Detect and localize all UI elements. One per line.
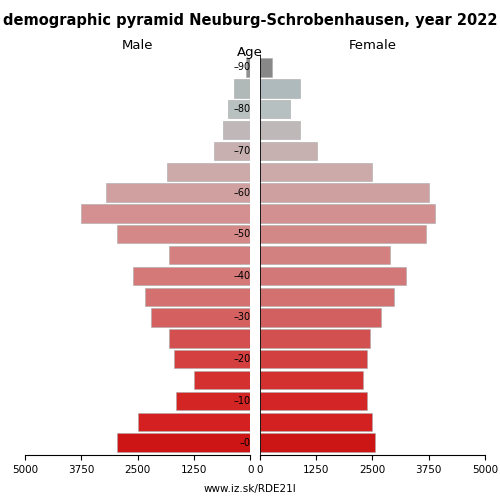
- Text: –20: –20: [233, 354, 250, 364]
- Bar: [260, 288, 394, 306]
- Text: demographic pyramid Neuburg-Schrobenhausen, year 2022: demographic pyramid Neuburg-Schrobenhaus…: [3, 12, 497, 28]
- Bar: [246, 58, 250, 76]
- Bar: [167, 162, 250, 181]
- Bar: [260, 412, 372, 431]
- Bar: [106, 184, 251, 202]
- Bar: [260, 100, 290, 118]
- Bar: [260, 266, 406, 285]
- Bar: [133, 266, 250, 285]
- Bar: [214, 142, 250, 160]
- Text: –60: –60: [234, 188, 250, 198]
- Bar: [260, 204, 436, 223]
- Bar: [260, 58, 272, 76]
- Bar: [260, 184, 428, 202]
- Bar: [260, 392, 367, 410]
- Bar: [260, 142, 317, 160]
- Bar: [260, 371, 363, 389]
- Bar: [260, 350, 367, 368]
- Title: Female: Female: [348, 40, 397, 52]
- Text: –80: –80: [234, 104, 250, 114]
- Bar: [260, 162, 372, 181]
- Bar: [194, 371, 250, 389]
- Bar: [260, 79, 300, 98]
- Bar: [170, 329, 250, 347]
- Text: –50: –50: [233, 229, 250, 239]
- Bar: [260, 225, 426, 244]
- Bar: [118, 225, 250, 244]
- Bar: [260, 308, 382, 326]
- Bar: [152, 308, 250, 326]
- Bar: [228, 100, 250, 118]
- Bar: [224, 121, 250, 139]
- Bar: [260, 434, 374, 452]
- Text: –10: –10: [234, 396, 250, 406]
- Text: –70: –70: [233, 146, 250, 156]
- Title: Male: Male: [122, 40, 154, 52]
- Text: www.iz.sk/RDE21I: www.iz.sk/RDE21I: [204, 484, 296, 494]
- Bar: [170, 246, 250, 264]
- Bar: [260, 121, 300, 139]
- Bar: [118, 434, 250, 452]
- Text: Age: Age: [237, 46, 263, 59]
- Text: –90: –90: [234, 62, 250, 72]
- Bar: [82, 204, 250, 223]
- Bar: [176, 392, 250, 410]
- Bar: [260, 329, 370, 347]
- Bar: [144, 288, 250, 306]
- Bar: [234, 79, 250, 98]
- Text: –30: –30: [234, 312, 250, 322]
- Bar: [174, 350, 250, 368]
- Text: –0: –0: [240, 438, 250, 448]
- Text: –40: –40: [234, 271, 250, 281]
- Bar: [138, 412, 250, 431]
- Bar: [260, 246, 390, 264]
